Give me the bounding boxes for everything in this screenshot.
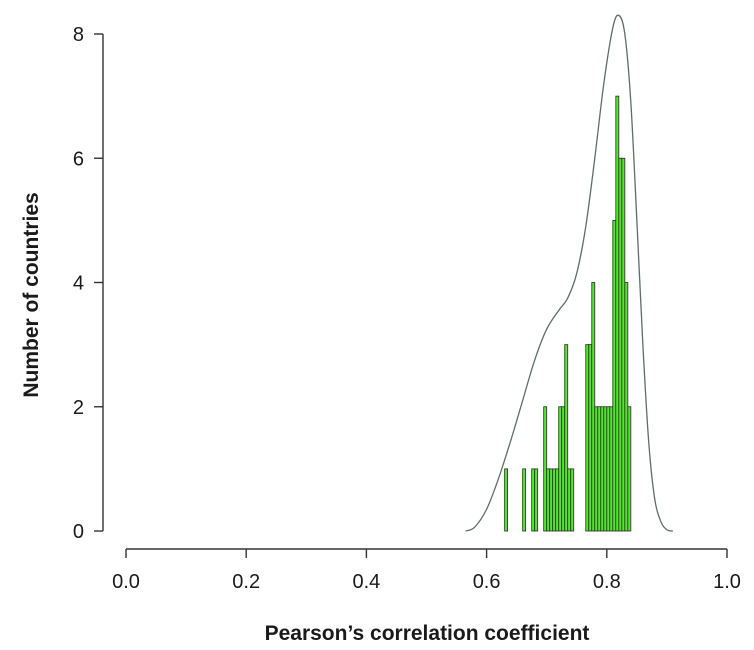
histogram-bar xyxy=(552,468,557,532)
histogram-bar xyxy=(546,468,551,532)
histogram-bar xyxy=(627,406,632,532)
histogram-bar xyxy=(618,157,623,532)
x-tick-label: 0.4 xyxy=(352,571,380,593)
x-tick-label: 0.2 xyxy=(232,571,260,593)
histogram-bar xyxy=(522,468,527,532)
histogram-bar xyxy=(612,219,617,532)
y-tick-label: 0 xyxy=(73,521,84,543)
histogram-bar xyxy=(543,406,548,532)
histogram-bar xyxy=(609,406,614,532)
axes-layer: 0.0 0.2 0.4 0.6 0.8 1.0 0 2 4 6 8 xyxy=(73,24,741,593)
x-tick-label: 0.8 xyxy=(593,571,621,593)
histogram-bar xyxy=(561,406,566,532)
x-tick-label: 0.6 xyxy=(473,571,501,593)
histogram-bar xyxy=(606,406,611,532)
histogram-bar xyxy=(555,468,560,532)
histogram-bar xyxy=(534,468,539,532)
histogram-bar xyxy=(600,406,605,532)
bars-layer xyxy=(504,95,632,532)
y-tick-label: 2 xyxy=(73,397,84,419)
histogram-bar xyxy=(603,406,608,532)
x-axis-title: Pearson’s correlation coefficient xyxy=(265,622,590,645)
histogram-bar xyxy=(621,157,626,532)
y-tick-label: 8 xyxy=(73,24,84,46)
histogram-bar xyxy=(624,282,629,532)
histogram-bar xyxy=(570,468,575,532)
y-axis-title: Number of countries xyxy=(20,192,43,397)
histogram-bar xyxy=(588,344,593,532)
histogram-bar xyxy=(615,95,620,532)
histogram-bar xyxy=(594,406,599,532)
histogram-bar xyxy=(591,282,596,532)
x-tick-label: 0.0 xyxy=(112,571,140,593)
histogram-bar xyxy=(597,406,602,532)
y-tick-label: 4 xyxy=(73,273,84,295)
histogram-bar xyxy=(504,468,509,532)
histogram-bar xyxy=(531,468,536,532)
y-tick-label: 6 xyxy=(73,148,84,170)
histogram-bar xyxy=(564,344,569,532)
histogram-bar xyxy=(549,468,554,532)
histogram-bar xyxy=(585,344,590,532)
histogram-bar xyxy=(558,406,563,532)
histogram-bar xyxy=(567,468,572,532)
density-curve xyxy=(465,14,674,532)
x-tick-label: 1.0 xyxy=(713,571,741,593)
